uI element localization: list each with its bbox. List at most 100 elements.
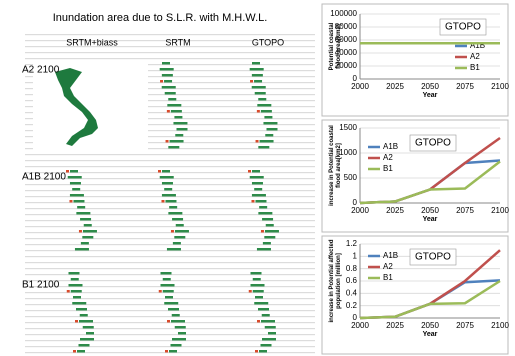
map-strip xyxy=(170,140,184,143)
map-strip xyxy=(177,128,188,131)
map-strip xyxy=(164,188,172,191)
y-tick-label: 1500 xyxy=(339,123,357,132)
map-strip xyxy=(263,122,277,125)
map-strip xyxy=(255,200,266,203)
map-strip xyxy=(167,320,170,323)
series-line xyxy=(360,161,500,204)
map-column-label: SRTM xyxy=(165,37,190,47)
x-tick-label: 2025 xyxy=(386,206,404,215)
map-strip xyxy=(76,308,87,311)
map-strip xyxy=(257,320,260,323)
legend-label: A2 xyxy=(383,262,393,271)
map-strip xyxy=(160,68,174,71)
map-strip xyxy=(248,170,251,173)
x-axis-label: Year xyxy=(423,216,438,223)
map-strip xyxy=(75,320,78,323)
y-tick-label: 0.2 xyxy=(346,301,358,310)
legend-label: A2 xyxy=(383,153,393,162)
map-strip xyxy=(77,206,85,209)
map-strip xyxy=(161,272,172,275)
x-tick-label: 2050 xyxy=(421,206,439,215)
map-strip xyxy=(259,350,267,353)
y-tick-label: 1000 xyxy=(339,148,357,157)
map-strip xyxy=(83,230,97,233)
x-tick-label: 2000 xyxy=(351,82,369,91)
x-tick-label: 2050 xyxy=(421,321,439,330)
x-tick-label: 2025 xyxy=(386,321,404,330)
x-tick-label: 2050 xyxy=(421,82,439,91)
map-strip xyxy=(73,350,76,353)
map-strip xyxy=(69,284,83,287)
map-strip xyxy=(168,98,176,101)
map-strip xyxy=(166,140,169,143)
x-tick-label: 2000 xyxy=(351,321,369,330)
map-strip xyxy=(161,284,175,287)
map-strip xyxy=(261,344,272,347)
map-row-label: B1 2100 xyxy=(22,280,60,291)
map-strip xyxy=(70,194,84,197)
map-strip xyxy=(262,218,273,221)
map-strip xyxy=(76,212,90,215)
map-strip xyxy=(66,170,69,173)
chart-title: GTOPO xyxy=(415,252,451,263)
map-strip xyxy=(80,314,88,317)
figure: Inundation area due to S.L.R. with M.H.W… xyxy=(0,0,515,356)
map-strip xyxy=(261,320,275,323)
map-strip xyxy=(251,272,262,275)
series-line xyxy=(360,281,500,318)
map-strip xyxy=(70,170,78,173)
map-strip xyxy=(258,146,269,149)
chart-title: GTOPO xyxy=(415,138,451,149)
map-strip xyxy=(253,290,264,293)
y-tick-label: 500 xyxy=(344,173,358,182)
map-strip xyxy=(268,332,276,335)
map-strip xyxy=(79,344,90,347)
y-tick-label: 1.2 xyxy=(346,239,358,248)
legend-label: A1B xyxy=(383,142,398,151)
map-strip xyxy=(258,98,266,101)
map-strip xyxy=(162,170,170,173)
map-strip xyxy=(69,200,72,203)
map-strip xyxy=(172,338,186,341)
map-strip xyxy=(80,338,94,341)
map-strip xyxy=(72,188,80,191)
map-strip xyxy=(261,230,264,233)
map-strip xyxy=(75,248,89,251)
map-strip xyxy=(256,140,259,143)
map-strip xyxy=(160,80,163,83)
map-strip xyxy=(252,62,260,65)
map-strip xyxy=(73,296,81,299)
map-strip xyxy=(254,80,262,83)
x-tick-label: 2100 xyxy=(491,206,509,215)
x-tick-label: 2075 xyxy=(456,206,474,215)
map-strip xyxy=(266,224,274,227)
map-strip xyxy=(70,182,81,185)
map-strip xyxy=(162,86,176,89)
map-strip xyxy=(252,86,266,89)
y-tick-label: 0.8 xyxy=(346,264,358,273)
map-strip xyxy=(175,134,183,137)
map-strip xyxy=(171,110,182,113)
x-tick-label: 2100 xyxy=(491,321,509,330)
map-strip xyxy=(168,308,179,311)
map-strip xyxy=(79,230,82,233)
map-strip xyxy=(265,326,276,329)
map-strip xyxy=(86,332,94,335)
map-strip xyxy=(258,308,269,311)
map-strip xyxy=(178,332,186,335)
y-axis-label: increase in Potential affectedpopulation… xyxy=(329,239,342,322)
map-strip xyxy=(172,218,183,221)
x-tick-label: 2075 xyxy=(456,82,474,91)
map-strip xyxy=(254,188,262,191)
map-strip xyxy=(82,236,93,239)
map-strip xyxy=(162,194,176,197)
y-tick-label: 1 xyxy=(353,251,358,260)
map-strip xyxy=(171,230,174,233)
map-strip xyxy=(168,146,179,149)
map-strip xyxy=(168,212,182,215)
map-strip xyxy=(158,170,161,173)
map-strip xyxy=(250,68,264,71)
map-strip xyxy=(260,140,274,143)
map-strip xyxy=(159,290,162,293)
map-strip xyxy=(84,224,92,227)
